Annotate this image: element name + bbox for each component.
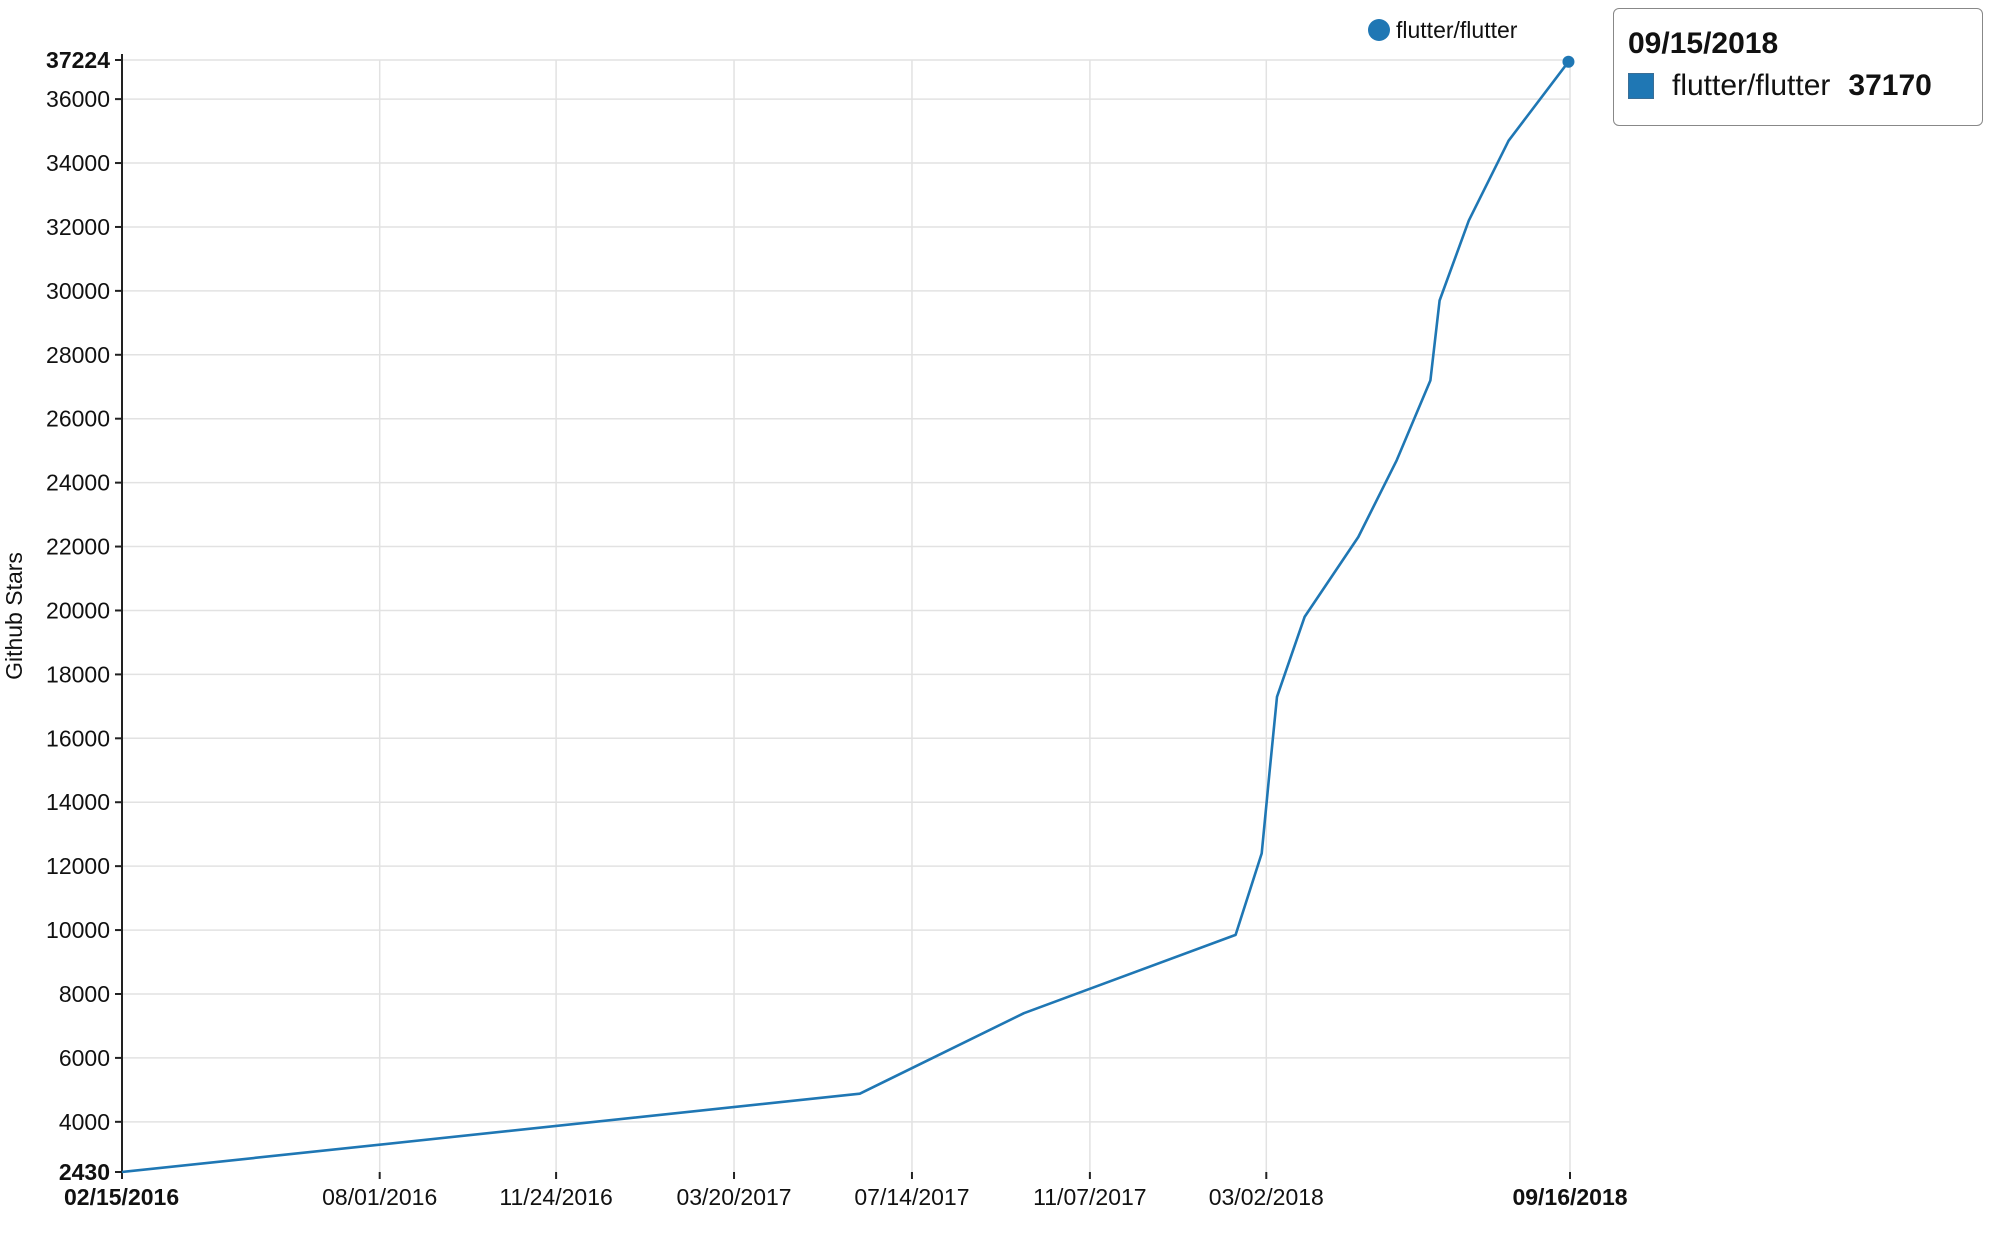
hover-tooltip: 09/15/2018 flutter/flutter 37170: [1613, 8, 1983, 126]
x-axis-ticks: 02/15/2016 08/01/2016 11/24/2016 03/20/2017…: [64, 1172, 1628, 1210]
legend-marker-flutter: [1368, 19, 1390, 41]
y-tick-label: 14000: [46, 789, 110, 815]
y-tick-label: 12000: [46, 853, 110, 879]
x-tick-label: 11/24/2016: [499, 1184, 612, 1210]
y-tick-label: 4000: [59, 1109, 110, 1135]
x-tick-label: 09/16/2018: [1512, 1184, 1627, 1210]
y-tick-label: 6000: [59, 1045, 110, 1071]
series-line-flutter: [121, 60, 1570, 1174]
vertical-gridlines: [378, 60, 1571, 1172]
y-tick-label: 8000: [59, 981, 110, 1007]
x-tick-label: 02/15/2016: [64, 1184, 179, 1210]
y-tick-label: 24000: [46, 470, 110, 496]
horizontal-gridlines: [122, 59, 1570, 1123]
y-tick-label: 30000: [46, 278, 110, 304]
y-tick-label: 28000: [46, 342, 110, 368]
x-tick-label: 11/07/2017: [1033, 1184, 1146, 1210]
y-axis-ticks: 2430 4000 6000 8000 10000 12000 14000 16000 1800…: [46, 47, 122, 1185]
tooltip-swatch: [1628, 73, 1654, 99]
y-tick-label: 32000: [46, 214, 110, 240]
y-tick-label: 22000: [46, 534, 110, 560]
legend-label-flutter[interactable]: flutter/flutter: [1396, 17, 1518, 43]
y-tick-label: 36000: [46, 86, 110, 112]
y-tick-label: 18000: [46, 661, 110, 687]
y-tick-label: 10000: [46, 917, 110, 943]
y-tick-label: 20000: [46, 597, 110, 623]
y-tick-label: 37224: [46, 47, 110, 73]
x-tick-label: 03/02/2018: [1209, 1184, 1324, 1210]
y-axis-label: Github Stars: [1, 552, 27, 680]
tooltip-date: 09/15/2018: [1628, 27, 1779, 60]
x-tick-label: 08/01/2016: [322, 1184, 437, 1210]
y-tick-label: 34000: [46, 150, 110, 176]
y-tick-label: 16000: [46, 725, 110, 751]
tooltip-series-name: flutter/flutter: [1672, 69, 1831, 102]
x-tick-label: 07/14/2017: [854, 1184, 969, 1210]
series-layer: [121, 55, 1575, 1174]
tooltip-row: flutter/flutter 37170: [1628, 69, 1968, 103]
hover-point-marker[interactable]: [1562, 55, 1575, 68]
tooltip-value: 37170: [1848, 69, 1932, 102]
x-tick-label: 03/20/2017: [676, 1184, 791, 1210]
y-tick-label: 2430: [59, 1159, 110, 1185]
legend[interactable]: flutter/flutter: [1368, 17, 1518, 43]
y-tick-label: 26000: [46, 406, 110, 432]
